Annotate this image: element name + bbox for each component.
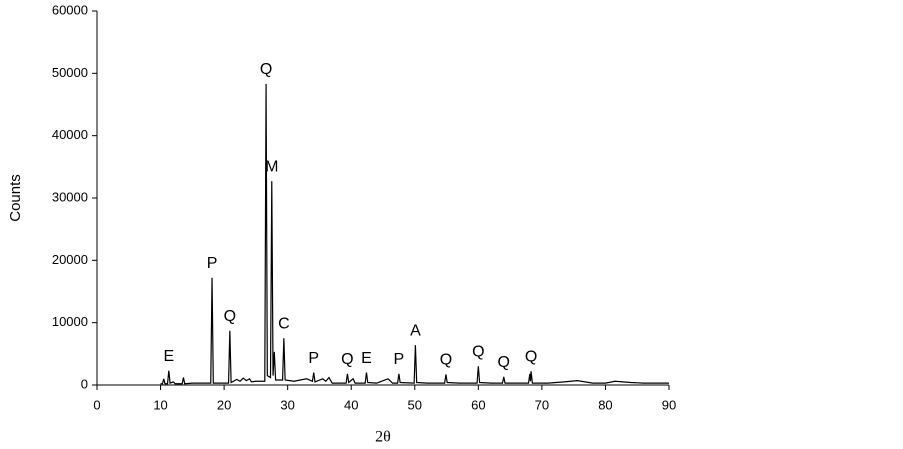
y-tick-label: 50000: [52, 65, 88, 80]
x-tick-label: 30: [280, 397, 294, 412]
peak-label: P: [394, 351, 405, 368]
x-tick-label: 80: [598, 397, 612, 412]
x-tick-label: 10: [153, 397, 167, 412]
x-tick-label: 20: [217, 397, 231, 412]
x-tick-label: 70: [535, 397, 549, 412]
peak-label: E: [163, 348, 174, 365]
peak-label: P: [308, 350, 319, 367]
x-tick-label: 40: [344, 397, 358, 412]
peak-label: A: [410, 322, 421, 339]
peak-label: Q: [472, 344, 484, 361]
y-tick-label: 20000: [52, 252, 88, 267]
peak-label: M: [265, 158, 278, 175]
y-tick-label: 60000: [52, 2, 88, 17]
x-tick-label: 60: [471, 397, 485, 412]
x-tick-label: 90: [662, 397, 676, 412]
peak-label: P: [207, 255, 218, 272]
y-tick-label: 30000: [52, 189, 88, 204]
x-axis-label: 2θ: [375, 429, 391, 446]
peak-label: Q: [224, 308, 236, 325]
peak-label: C: [278, 315, 290, 332]
peak-label: Q: [440, 352, 452, 369]
y-tick-label: 40000: [52, 127, 88, 142]
x-tick-label: 0: [93, 397, 100, 412]
y-tick-label: 0: [81, 376, 88, 391]
peak-label: Q: [498, 354, 510, 371]
x-tick-label: 50: [408, 397, 422, 412]
peak-label: Q: [525, 349, 537, 366]
spectrum-line: [160, 83, 669, 385]
peak-label: Q: [341, 351, 353, 368]
y-axis-label: Counts: [7, 174, 24, 222]
peak-label: E: [361, 350, 372, 367]
peak-label: Q: [260, 61, 272, 78]
y-tick-label: 10000: [52, 314, 88, 329]
